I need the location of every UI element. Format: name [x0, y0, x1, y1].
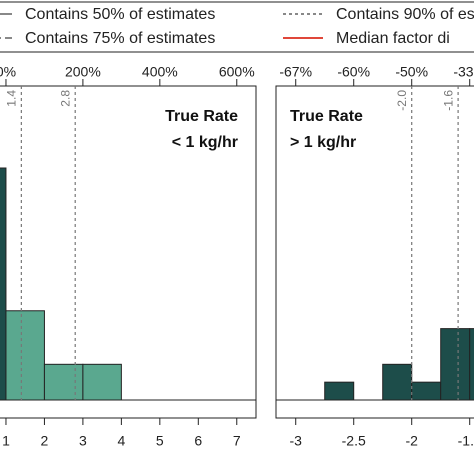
x-tick-label: 3	[79, 433, 87, 449]
reference-label: -2.0	[395, 90, 409, 111]
x-tick-label: -2	[405, 433, 418, 449]
x2-tick-label: -60%	[337, 64, 370, 80]
legend-label: Contains 90% of estimates	[336, 6, 474, 23]
x-tick-label: 7	[233, 433, 241, 449]
x2-tick-label: 200%	[65, 64, 101, 80]
plot-frame	[0, 85, 257, 419]
x-tick-label: 1	[2, 433, 10, 449]
reference-label: 2.8	[58, 90, 72, 107]
x2-tick-label: 0%	[0, 64, 16, 80]
panel-annotation: < 1 kg/hr	[172, 134, 238, 151]
x-tick-label: 4	[117, 433, 125, 449]
bar	[469, 328, 474, 401]
x2-tick-label: -33%	[453, 64, 474, 80]
panel: -3 -2.5 -2 -1.5 -67% -60% -50% -33% -2.0 -1.6 True…	[275, 64, 474, 449]
bar	[411, 381, 442, 401]
bar	[5, 310, 45, 401]
panel-annotation: True Rate	[165, 108, 238, 125]
x-tick-label: 6	[194, 433, 202, 449]
panel-annotation: True Rate	[290, 108, 363, 125]
reference-label: -1.6	[441, 90, 455, 111]
bar	[0, 167, 7, 401]
legend-label: Contains 75% of estimates	[25, 30, 215, 47]
x-tick-label: -2.5	[342, 433, 366, 449]
bar	[324, 381, 355, 401]
x-tick-label: 2	[41, 433, 49, 449]
x2-tick-label: -50%	[395, 64, 428, 80]
legend-label: Median factor di	[336, 30, 450, 47]
bar	[43, 363, 84, 401]
legend: Contains 50% of estimates Contains 75% of…	[0, 1, 474, 53]
plot-frame	[275, 85, 474, 419]
panel: 1 2 3 4 5 6 7 0% 200% 400% 600% 1.4 2.8 True Rate < 1 …	[0, 64, 257, 449]
x-tick-label: -1.5	[458, 433, 474, 449]
reference-label: 1.4	[5, 90, 19, 107]
x2-tick-label: -67%	[279, 64, 312, 80]
panel-annotation: > 1 kg/hr	[290, 134, 356, 151]
x2-tick-label: 400%	[142, 64, 178, 80]
bar	[440, 328, 471, 401]
x-tick-label: -3	[289, 433, 302, 449]
x-tick-label: 5	[156, 433, 164, 449]
bar	[382, 363, 413, 401]
legend-label: Contains 50% of estimates	[25, 6, 215, 23]
x2-tick-label: 600%	[219, 64, 255, 80]
bar	[82, 363, 122, 401]
